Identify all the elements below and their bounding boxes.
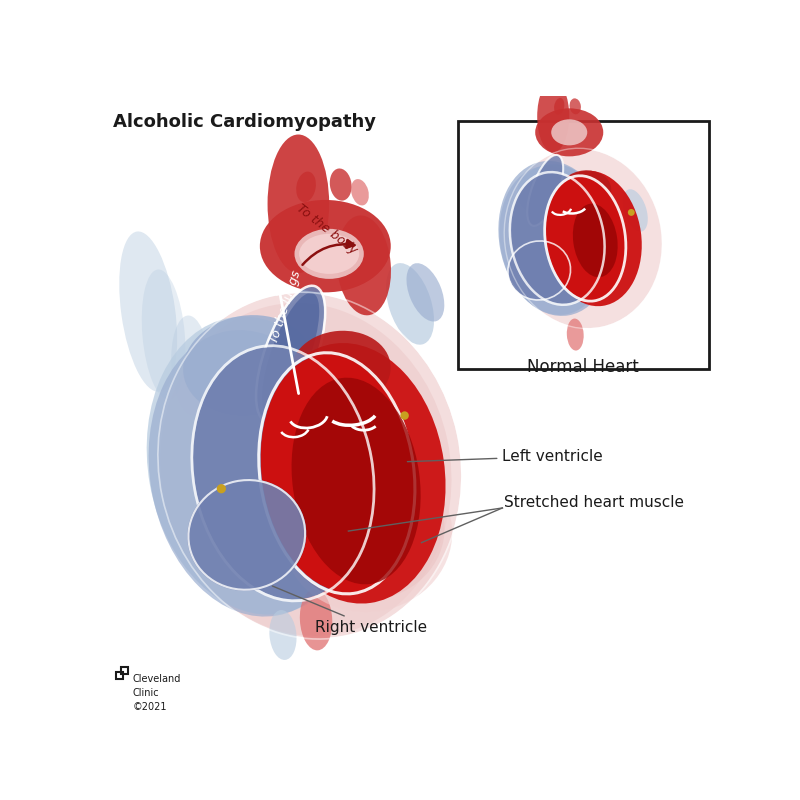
Circle shape	[217, 484, 226, 494]
Ellipse shape	[498, 161, 612, 316]
Ellipse shape	[149, 330, 356, 617]
Ellipse shape	[623, 190, 648, 232]
Ellipse shape	[261, 354, 413, 592]
Ellipse shape	[257, 286, 325, 422]
Ellipse shape	[300, 589, 332, 650]
Ellipse shape	[551, 119, 587, 146]
Ellipse shape	[220, 320, 292, 519]
Ellipse shape	[545, 170, 642, 306]
Ellipse shape	[528, 155, 563, 226]
Text: Stretched heart muscle: Stretched heart muscle	[504, 495, 684, 510]
Ellipse shape	[119, 231, 177, 392]
Ellipse shape	[559, 170, 611, 210]
Ellipse shape	[193, 347, 373, 599]
Ellipse shape	[546, 177, 625, 300]
Ellipse shape	[260, 200, 390, 292]
Ellipse shape	[142, 270, 186, 400]
Text: To the lungs: To the lungs	[267, 270, 303, 346]
Ellipse shape	[158, 294, 461, 638]
Ellipse shape	[187, 479, 306, 591]
Ellipse shape	[567, 318, 584, 350]
Ellipse shape	[499, 166, 607, 315]
Ellipse shape	[146, 317, 366, 614]
Ellipse shape	[386, 263, 434, 345]
Ellipse shape	[290, 462, 445, 601]
Ellipse shape	[267, 134, 329, 273]
Ellipse shape	[330, 169, 352, 201]
Text: To the body: To the body	[294, 202, 360, 257]
Ellipse shape	[299, 234, 359, 274]
Ellipse shape	[406, 263, 444, 322]
Text: Right ventricle: Right ventricle	[273, 586, 427, 635]
Ellipse shape	[573, 204, 618, 278]
Bar	[116, 672, 122, 679]
Ellipse shape	[290, 330, 390, 408]
Text: Alcoholic Cardiomyopathy: Alcoholic Cardiomyopathy	[113, 113, 376, 131]
Bar	[458, 121, 709, 370]
Ellipse shape	[262, 293, 319, 415]
Ellipse shape	[283, 458, 452, 612]
Bar	[122, 666, 128, 674]
Text: Left ventricle: Left ventricle	[407, 449, 603, 464]
Ellipse shape	[510, 173, 604, 304]
Ellipse shape	[183, 315, 314, 416]
Circle shape	[400, 411, 409, 420]
Circle shape	[628, 209, 634, 216]
Text: Cleveland
Clinic
©2021: Cleveland Clinic ©2021	[133, 674, 181, 712]
Ellipse shape	[505, 149, 662, 328]
Ellipse shape	[535, 108, 603, 156]
Ellipse shape	[270, 610, 297, 660]
Ellipse shape	[351, 179, 369, 206]
Ellipse shape	[508, 242, 570, 300]
Ellipse shape	[171, 315, 210, 415]
Ellipse shape	[291, 378, 421, 584]
Ellipse shape	[337, 215, 391, 315]
Ellipse shape	[294, 229, 364, 279]
Ellipse shape	[161, 303, 451, 636]
Text: Normal Heart: Normal Heart	[527, 358, 639, 376]
Ellipse shape	[296, 172, 316, 202]
Ellipse shape	[518, 164, 585, 217]
Ellipse shape	[554, 98, 564, 114]
Ellipse shape	[538, 80, 570, 152]
Ellipse shape	[570, 98, 581, 114]
Ellipse shape	[259, 343, 446, 603]
